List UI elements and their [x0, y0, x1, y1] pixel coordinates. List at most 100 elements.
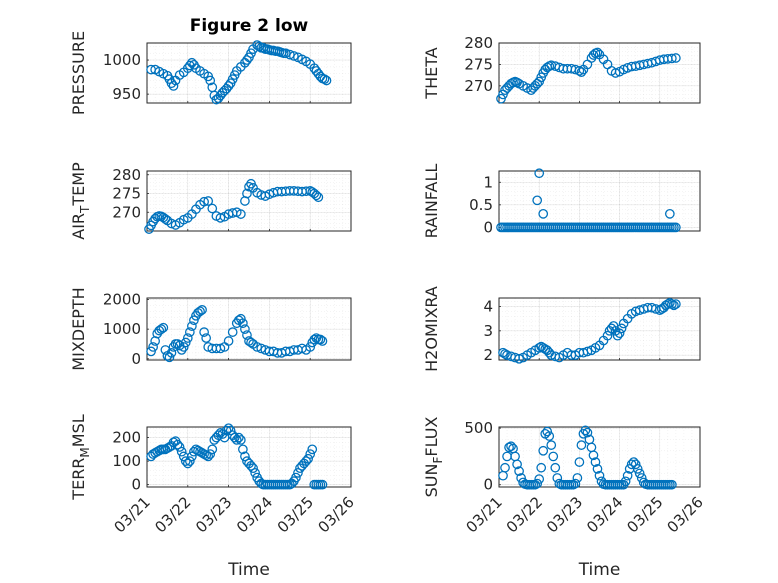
data-point — [195, 306, 205, 317]
data-point — [199, 196, 209, 207]
y-tick-label: 100 — [112, 452, 141, 470]
data-point — [250, 468, 260, 478]
data-point — [305, 342, 316, 352]
data-point — [514, 353, 524, 364]
y-tick-label: 280 — [112, 166, 141, 184]
data-point — [532, 195, 543, 206]
data-point — [158, 322, 169, 333]
y-tick-label: 270 — [112, 203, 141, 221]
data-point — [546, 440, 557, 450]
data-point — [542, 426, 553, 437]
data-point — [225, 425, 236, 436]
x-tick-label: 03/23 — [192, 493, 235, 536]
data-point — [172, 439, 183, 450]
data-point — [582, 346, 593, 357]
y-tick-label: 280 — [464, 34, 493, 52]
data-point — [184, 60, 195, 71]
data-point — [223, 423, 234, 434]
data-point — [514, 466, 524, 477]
x-axis-label: Time — [578, 560, 621, 580]
data-point — [201, 333, 212, 343]
y-tick-label: 2 — [483, 346, 493, 364]
data-point — [242, 330, 252, 340]
x-tick-label: 03/25 — [274, 493, 317, 536]
x-tick-label: 03/21 — [463, 493, 506, 536]
y-axis-label: THETA — [422, 47, 441, 99]
series — [498, 425, 677, 490]
y-tick-label: 275 — [112, 185, 141, 203]
y-axis-label: MIXDEPTH — [69, 287, 88, 370]
y-tick-label: 0 — [131, 476, 141, 494]
data-point — [291, 472, 301, 483]
x-tick-label: 03/26 — [664, 493, 707, 536]
chart-title: Figure 2 low — [190, 16, 309, 36]
data-point — [223, 336, 234, 346]
subplot-6: 2 3 4 H2OMIXRA — [422, 286, 701, 372]
data-point — [506, 441, 516, 452]
data-point — [667, 299, 677, 309]
data-point — [602, 330, 613, 341]
data-point — [182, 333, 193, 343]
data-point — [574, 66, 585, 76]
data-point — [500, 462, 510, 473]
y-axis-label: AIRTTEMP — [69, 162, 92, 240]
series — [146, 40, 332, 105]
data-point — [301, 456, 311, 466]
data-point — [544, 431, 555, 441]
x-tick-label: 03/23 — [543, 493, 586, 536]
data-point — [305, 449, 316, 459]
data-point — [197, 305, 207, 315]
data-point — [160, 214, 171, 224]
data-point — [187, 451, 197, 462]
data-point — [199, 327, 209, 337]
data-point — [570, 478, 581, 489]
data-point — [303, 453, 314, 464]
data-point — [156, 324, 167, 334]
data-point — [246, 460, 256, 471]
y-tick-label: 950 — [112, 85, 141, 103]
data-point — [622, 470, 633, 481]
x-tick-label: 03/24 — [233, 493, 276, 536]
data-point — [180, 337, 191, 348]
x-tick-label: 03/25 — [623, 493, 666, 536]
data-point — [512, 459, 522, 470]
data-point — [215, 343, 226, 354]
data-point — [166, 348, 177, 358]
data-point — [189, 315, 199, 326]
x-tick-label: 03/22 — [151, 493, 194, 536]
data-point — [550, 462, 561, 473]
y-tick-label: 0.5 — [469, 196, 493, 214]
subplot-5: 0 1000 2000 MIXDEPTH — [69, 287, 352, 371]
subplot-1: 950 1000 PRESSURE Figure 2 low — [69, 16, 352, 115]
data-point — [238, 444, 248, 455]
data-point — [187, 321, 197, 332]
data-point — [576, 440, 587, 450]
data-point — [221, 425, 232, 436]
data-point — [574, 457, 585, 467]
subplot-2: 270 275 280 THETA — [422, 34, 701, 104]
data-point — [229, 432, 240, 443]
y-tick-label: 4 — [483, 298, 493, 316]
data-point — [532, 478, 543, 489]
data-point — [572, 473, 583, 483]
data-point — [248, 463, 258, 474]
series — [496, 168, 681, 233]
series — [146, 423, 328, 490]
data-point — [242, 188, 252, 199]
data-point — [500, 349, 510, 359]
data-point — [256, 343, 267, 354]
data-point — [311, 190, 322, 201]
data-point — [610, 68, 621, 78]
data-point — [612, 330, 623, 341]
data-point — [590, 457, 601, 467]
data-point — [669, 300, 679, 311]
data-point — [632, 464, 643, 474]
x-axis-label: Time — [227, 560, 270, 580]
data-point — [182, 458, 193, 469]
y-tick-label: 0 — [483, 218, 493, 236]
data-point — [634, 468, 645, 479]
data-point — [233, 432, 244, 443]
series — [498, 298, 681, 364]
